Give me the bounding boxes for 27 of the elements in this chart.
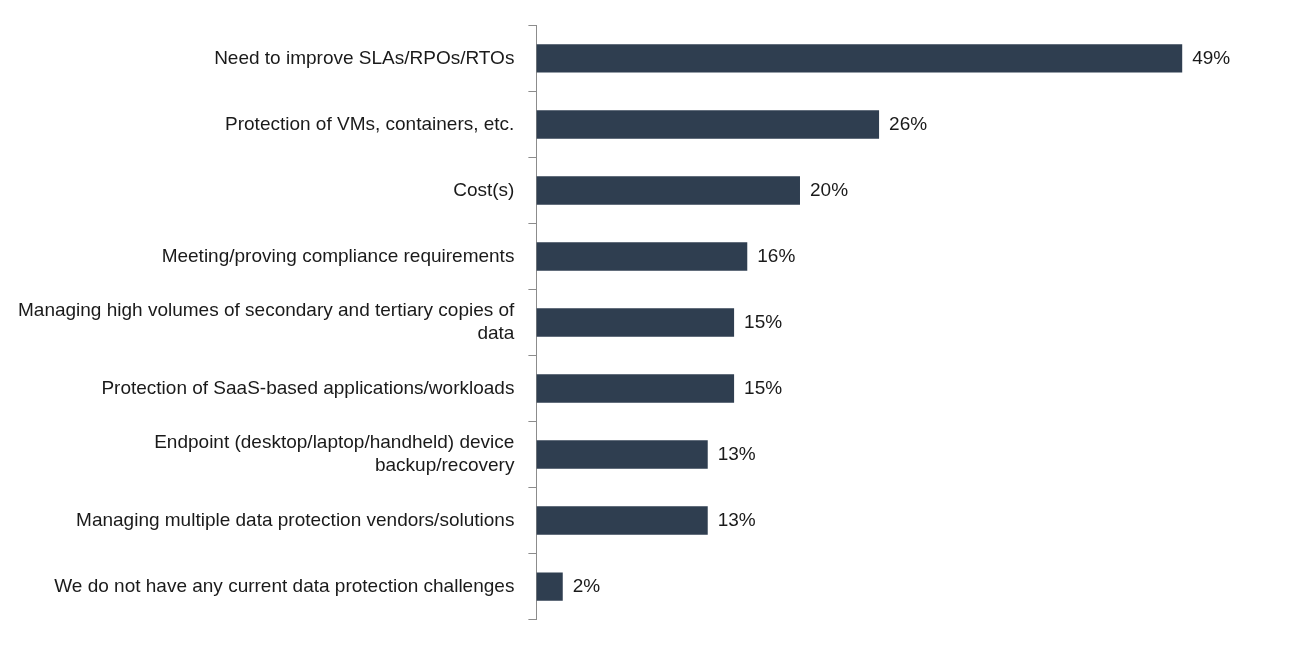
bar	[536, 242, 748, 271]
data-label: 26%	[889, 112, 928, 134]
data-label: 2%	[572, 574, 601, 596]
y-tick-label: Managing multiple data protection vendors/solutions	[76, 508, 515, 530]
y-tick-label: Meeting/proving compliance requirements	[161, 244, 515, 266]
data-label: 49%	[1192, 46, 1231, 68]
bar	[536, 374, 735, 403]
data-label: 16%	[757, 244, 796, 266]
bar	[536, 308, 735, 337]
y-tick-label: We do not have any current data protection challenges	[54, 574, 515, 596]
bar	[536, 176, 800, 205]
y-tick-label: Cost(s)	[453, 178, 515, 200]
y-tick-label: Protection of SaaS-based applications/workloads	[101, 376, 515, 398]
y-tick-label: Managing high volumes of secondary and tertiary copies of data	[17, 299, 516, 344]
data-label: 15%	[744, 310, 783, 332]
data-label: 13%	[717, 508, 756, 530]
data-label: 20%	[809, 178, 849, 200]
bar	[536, 572, 563, 601]
y-tick-label: Endpoint (desktop/laptop/handheld) device backup/recovery	[154, 431, 515, 476]
data-label: 13%	[717, 442, 756, 464]
bar	[536, 440, 708, 469]
bar	[536, 110, 880, 139]
y-tick-label: Protection of VMs, containers, etc.	[225, 112, 515, 134]
bar	[536, 506, 708, 535]
bar	[536, 44, 1183, 73]
y-tick-label: Need to improve SLAs/RPOs/RTOs	[214, 46, 515, 68]
data-label: 15%	[744, 376, 783, 398]
